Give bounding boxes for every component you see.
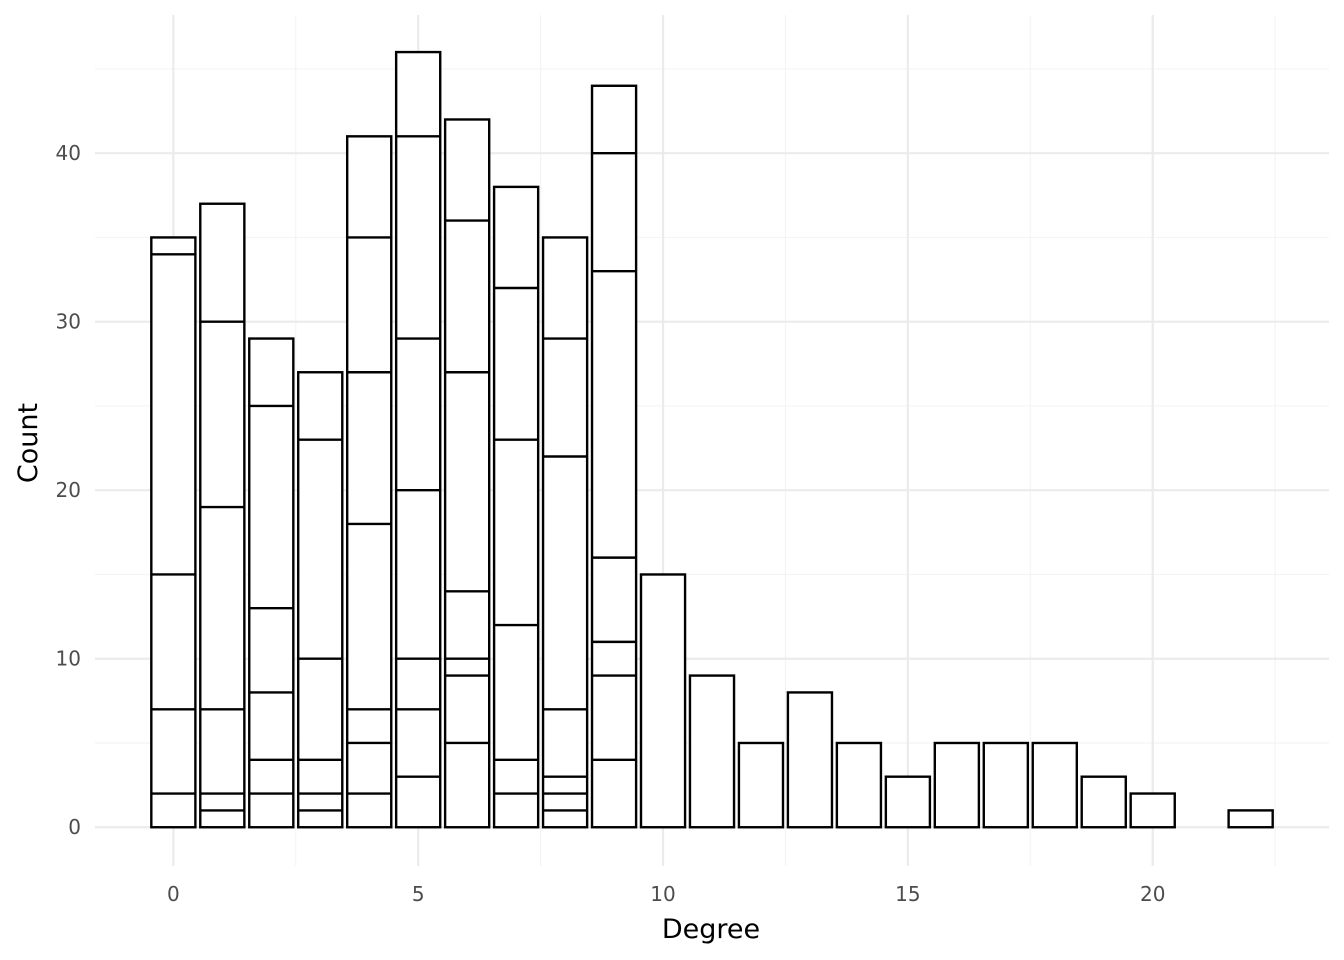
y-axis-ticks: 0 10 20 30 40: [56, 141, 81, 839]
y-tick-label: 20: [56, 478, 81, 502]
bar: [150, 236, 197, 829]
y-tick-label: 40: [56, 141, 81, 165]
bar-rect: [1080, 775, 1127, 829]
x-tick-label: 5: [412, 882, 425, 906]
bar: [884, 775, 932, 829]
x-tick-label: 20: [1140, 882, 1165, 906]
bar: [639, 573, 687, 829]
bar: [1129, 792, 1176, 829]
bar: [297, 371, 344, 829]
bar-rect: [1227, 809, 1274, 829]
bar-rect: [492, 185, 540, 829]
bar: [737, 741, 785, 829]
bar: [199, 202, 246, 829]
bar: [443, 118, 491, 829]
bar: [835, 741, 883, 829]
bar: [248, 337, 295, 829]
x-tick-label: 0: [167, 882, 180, 906]
bar: [1031, 741, 1079, 829]
bar-rect: [345, 135, 393, 829]
bar: [1227, 809, 1274, 829]
bar: [345, 135, 393, 829]
bar: [590, 84, 638, 829]
y-tick-label: 30: [56, 310, 81, 334]
bar-rect: [590, 84, 638, 829]
x-axis-title: Degree: [662, 914, 760, 945]
bar-rect: [737, 741, 785, 829]
bar-rect: [982, 741, 1030, 829]
bar-rect: [297, 371, 344, 829]
bar-rect: [1129, 792, 1176, 829]
bar-rect: [786, 691, 834, 829]
x-tick-label: 15: [895, 882, 920, 906]
bar-rect: [688, 674, 736, 829]
bar-rect: [1031, 741, 1079, 829]
bar-rect: [150, 236, 197, 829]
bar: [394, 50, 442, 829]
bar: [933, 741, 981, 829]
bar-rect: [394, 50, 442, 829]
x-tick-label: 10: [650, 882, 675, 906]
bar: [541, 236, 589, 829]
y-axis-title: Count: [13, 403, 44, 483]
bar-rect: [835, 741, 883, 829]
y-tick-label: 10: [56, 647, 81, 671]
bar-rect: [443, 118, 491, 829]
bar: [786, 691, 834, 829]
bar: [688, 674, 736, 829]
bar: [492, 185, 540, 829]
bar-rect: [541, 236, 589, 829]
bar-rect: [884, 775, 932, 829]
y-tick-label: 0: [68, 815, 81, 839]
x-axis-ticks: 0 5 10 15 20: [167, 882, 1165, 906]
bar: [982, 741, 1030, 829]
bar-rect: [639, 573, 687, 829]
bar-rect: [199, 202, 246, 829]
bar-rect: [933, 741, 981, 829]
bar-rect: [248, 337, 295, 829]
bar: [1080, 775, 1127, 829]
bars: [150, 50, 1274, 829]
